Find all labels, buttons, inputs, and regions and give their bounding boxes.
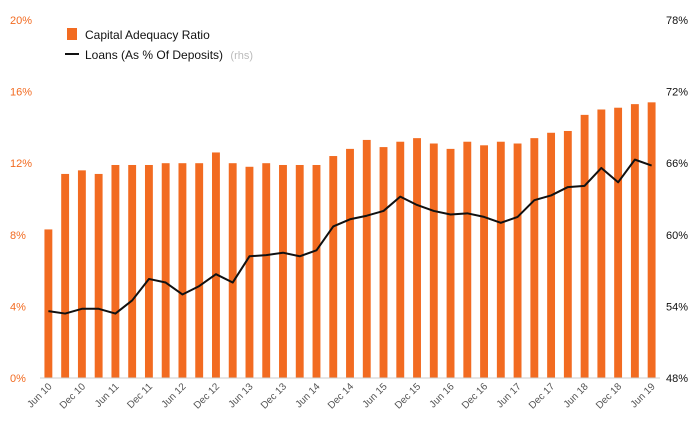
bar-sep-10 — [61, 173, 70, 378]
bar-mar-18 — [563, 130, 572, 378]
x-tick-label: Dec 12 — [192, 381, 222, 411]
bar-series — [44, 102, 656, 379]
left-tick-label: 16% — [10, 87, 32, 99]
bar-jun-15 — [379, 147, 388, 378]
x-tick-label: Dec 17 — [527, 381, 557, 411]
bar-sep-18 — [597, 109, 606, 378]
x-tick-label: Jun 13 — [227, 381, 256, 410]
bar-sep-13 — [262, 163, 271, 378]
legend: Capital Adequacy Ratio Loans (As % Of De… — [65, 28, 253, 62]
x-tick-label: Dec 11 — [125, 381, 155, 411]
bar-mar-14 — [295, 164, 304, 378]
bar-dec-18 — [614, 107, 623, 379]
bar-sep-16 — [463, 141, 472, 378]
x-tick-label: Jun 18 — [562, 381, 591, 410]
bar-sep-11 — [128, 164, 137, 378]
right-tick-label: 66% — [666, 158, 688, 170]
x-tick-label: Jun 10 — [25, 381, 54, 410]
left-tick-label: 20% — [10, 15, 32, 27]
bar-dec-13 — [279, 164, 287, 378]
bar-dec-10 — [77, 170, 86, 378]
loans-line — [48, 158, 652, 315]
right-tick-label: 72% — [666, 87, 688, 99]
bar-mar-15 — [362, 139, 371, 378]
right-axis-ticks: 48% 54% 60% 66% 72% 78% — [666, 15, 688, 385]
bar-jun-14 — [312, 164, 321, 378]
x-tick-label: Dec 16 — [460, 381, 490, 411]
bar-mar-12 — [161, 163, 170, 378]
legend-swatch-bar — [67, 28, 77, 40]
bar-mar-17 — [496, 141, 505, 378]
x-tick-label: Dec 13 — [259, 381, 289, 411]
left-tick-label: 0% — [10, 373, 26, 385]
legend-label-loans: Loans (As % Of Deposits) (rhs) — [85, 48, 253, 62]
bar-mar-11 — [94, 173, 103, 378]
bar-dec-12 — [212, 152, 220, 378]
x-tick-label: Jun 15 — [361, 381, 390, 410]
right-tick-label: 48% — [666, 373, 688, 385]
bar-dec-14 — [346, 148, 354, 378]
bar-sep-17 — [530, 138, 539, 378]
bar-dec-16 — [480, 145, 488, 378]
bar-sep-15 — [396, 141, 405, 378]
x-tick-label: Dec 15 — [393, 381, 423, 411]
x-axis-ticks: Jun 10 Dec 10 Jun 11 Dec 11 Jun 12 Dec 12 Jun … — [25, 381, 658, 411]
bar-jun-19 — [647, 102, 656, 378]
bar-sep-12 — [195, 163, 204, 378]
legend-label-loans-text: Loans (As % Of Deposits) — [85, 48, 223, 62]
bar-dec-15 — [413, 138, 421, 378]
bar-dec-17 — [547, 132, 556, 378]
bar-jun-10 — [44, 229, 53, 378]
bar-mar-19 — [630, 104, 639, 378]
bar-dec-11 — [144, 164, 153, 378]
right-tick-label: 60% — [666, 230, 688, 242]
x-tick-label: Jun 16 — [428, 381, 457, 410]
right-tick-label: 78% — [666, 15, 688, 27]
legend-label-capital: Capital Adequacy Ratio — [85, 28, 210, 42]
bar-jun-16 — [446, 148, 455, 378]
x-tick-label: Dec 18 — [594, 381, 624, 411]
legend-rhs-note: (rhs) — [230, 50, 253, 62]
x-tick-label: Jun 12 — [160, 381, 189, 410]
bar-mar-13 — [228, 163, 237, 378]
bar-jun-18 — [580, 114, 589, 379]
x-tick-label: Jun 14 — [294, 381, 323, 410]
x-tick-label: Jun 17 — [495, 381, 524, 410]
left-tick-label: 12% — [10, 158, 32, 170]
bar-jun-12 — [178, 163, 187, 378]
bar-mar-16 — [429, 143, 438, 378]
bar-jun-13 — [245, 166, 254, 378]
left-tick-label: 8% — [10, 230, 26, 242]
bar-jun-17 — [513, 143, 522, 378]
right-tick-label: 54% — [666, 301, 688, 313]
bar-sep-14 — [329, 156, 338, 378]
x-tick-label: Dec 10 — [58, 381, 88, 411]
left-tick-label: 4% — [10, 301, 26, 313]
x-tick-label: Jun 11 — [93, 381, 122, 410]
bar-jun-11 — [111, 164, 120, 378]
x-tick-label: Jun 19 — [629, 381, 658, 410]
x-tick-label: Dec 14 — [326, 381, 356, 411]
left-axis-ticks: 0% 4% 8% 12% 16% 20% — [10, 15, 32, 385]
